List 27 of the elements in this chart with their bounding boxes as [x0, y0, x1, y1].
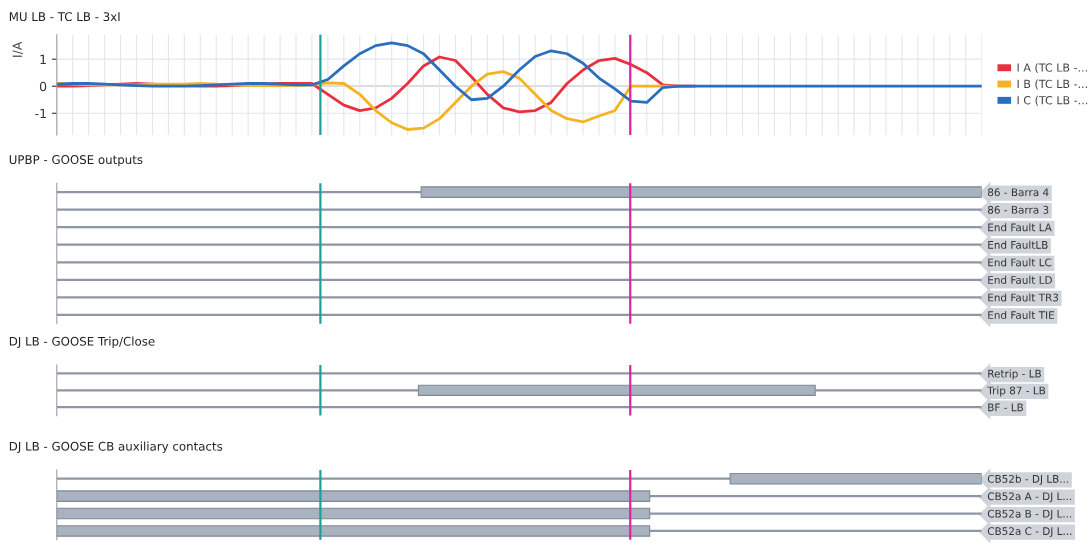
line-series — [56, 41, 982, 104]
y-tick-label: BF - LB — [988, 403, 1023, 412]
legend-label: I A (TC LB -... — [1017, 63, 1087, 74]
y-tick-label: CB52a B - DJ L... — [987, 509, 1072, 520]
y-tick-label: 86 - Barra 3 — [987, 205, 1049, 214]
y-tick-label: CB52a A - DJ L... — [987, 492, 1072, 503]
y-tick-label: CB52a C - DJ L... — [987, 527, 1072, 537]
y-tick-label: End Fault LA — [988, 223, 1052, 232]
y-tick-label: CB52b - DJ LB... — [987, 474, 1069, 485]
y-tick-label: End Fault TR3 — [988, 293, 1059, 302]
y-tick-label: End Fault TIE — [988, 310, 1055, 320]
y-axis-title: I/A — [12, 41, 23, 57]
y-tick-label: Trip 87 - LB — [987, 386, 1046, 397]
y-tick-label: 0 — [39, 81, 47, 92]
chart-title: DJ LB - GOOSE Trip/Close — [9, 336, 155, 349]
chart-title: DJ LB - GOOSE CB auxiliary contacts — [9, 441, 223, 454]
y-tick-label: 86 - Barra 4 — [987, 188, 1049, 197]
y-tick-label: End Fault LD — [988, 275, 1052, 284]
y-tick-label: 1 — [40, 54, 46, 64]
legend-label: I C (TC LB -... — [1017, 95, 1088, 106]
y-tick-label: Retrip - LB — [988, 369, 1041, 380]
chart-title: UPBP - GOOSE outputs — [9, 155, 143, 167]
y-tick-label: -1 — [35, 108, 46, 119]
y-tick-label: End Fault LC — [988, 258, 1052, 267]
chart-title: MU LB - TC LB - 3xI — [9, 12, 120, 22]
legend-label: I B (TC LB -... — [1017, 79, 1087, 90]
y-tick-label: End FaultLB — [988, 240, 1048, 249]
